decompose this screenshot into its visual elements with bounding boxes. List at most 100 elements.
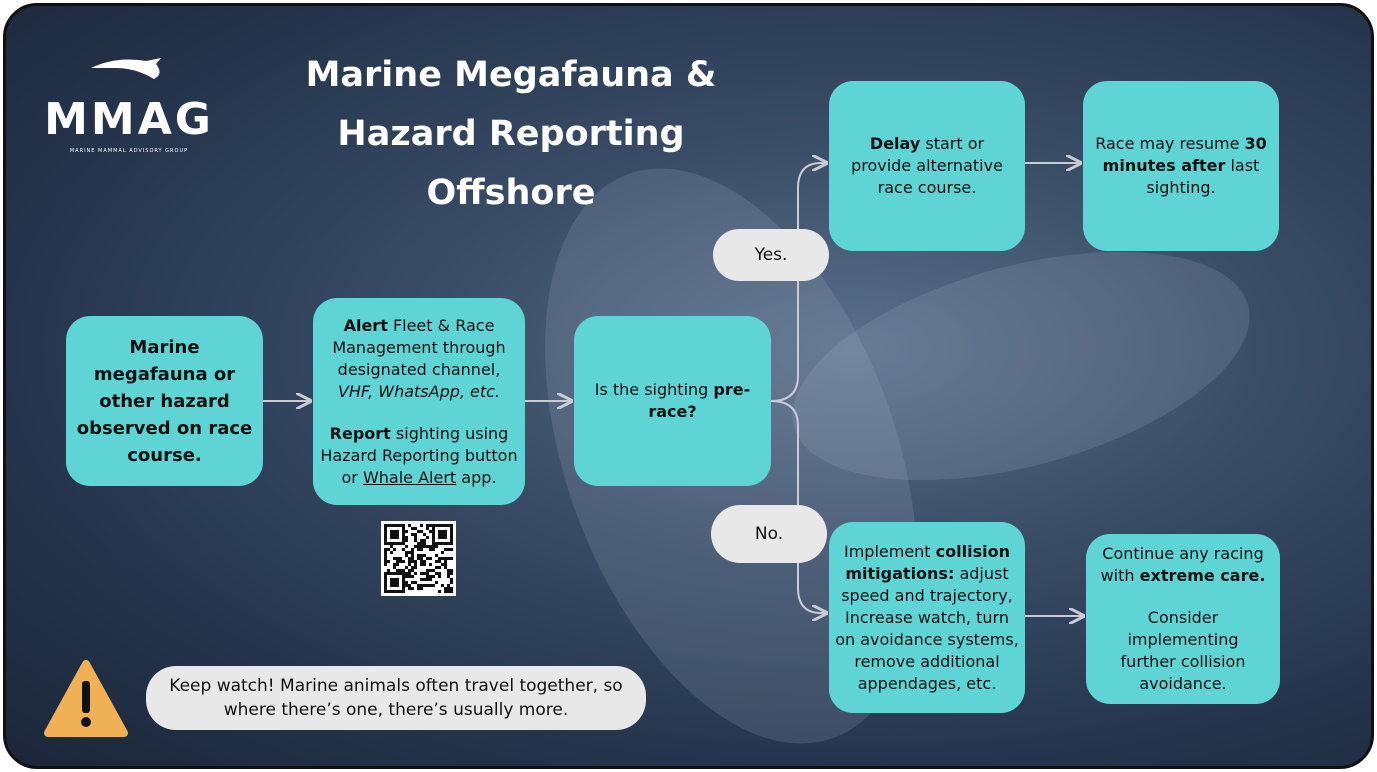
qr-module [426, 569, 429, 572]
qr-module [441, 551, 444, 554]
qr-module [423, 584, 426, 587]
qr-module [384, 533, 387, 536]
qr-module [420, 554, 423, 557]
qr-module [384, 557, 387, 560]
qr-module [450, 578, 453, 581]
qr-module [393, 578, 396, 581]
qr-module [423, 560, 426, 563]
qr-module [399, 557, 402, 560]
logo-subtitle: MARINE MAMMAL ADVISORY GROUP [34, 148, 224, 154]
qr-module [447, 590, 450, 593]
qr-module [414, 545, 417, 548]
qr-module [444, 536, 447, 539]
qr-module [384, 563, 387, 566]
qr-module [447, 548, 450, 551]
qr-module [384, 584, 387, 587]
qr-module [435, 581, 438, 584]
qr-module [393, 542, 396, 545]
text-span: extreme care. [1140, 566, 1266, 585]
qr-module [447, 575, 450, 578]
qr-module [393, 590, 396, 593]
qr-module [402, 569, 405, 572]
qr-module [393, 566, 396, 569]
qr-module [393, 584, 396, 587]
qr-module [414, 581, 417, 584]
qr-module [411, 560, 414, 563]
qr-module [438, 566, 441, 569]
qr-module [402, 539, 405, 542]
qr-module [393, 533, 396, 536]
qr-module [438, 536, 441, 539]
qr-module [387, 569, 390, 572]
qr-module [432, 530, 435, 533]
qr-module [417, 557, 420, 560]
qr-module [435, 554, 438, 557]
qr-module [420, 572, 423, 575]
qr-module [444, 548, 447, 551]
paragraph: Marine megafauna or other hazard observe… [74, 334, 255, 469]
qr-module [432, 524, 435, 527]
qr-module [402, 575, 405, 578]
qr-module [432, 539, 435, 542]
qr-module [387, 542, 390, 545]
qr-module [411, 566, 414, 569]
qr-module [411, 575, 414, 578]
qr-module [399, 542, 402, 545]
qr-module [420, 545, 423, 548]
qr-module [450, 569, 453, 572]
logo: MMAG [34, 94, 224, 145]
qr-module [387, 572, 390, 575]
qr-module [396, 524, 399, 527]
paragraph: Continue any racing with extreme care. [1100, 543, 1266, 587]
qr-module [396, 533, 399, 536]
qr-module [387, 524, 390, 527]
qr-module [420, 539, 423, 542]
qr-module [384, 554, 387, 557]
paragraph: Is the sighting pre-race? [584, 379, 761, 423]
qr-module [402, 587, 405, 590]
qr-module [441, 536, 444, 539]
qr-module [396, 542, 399, 545]
qr-module [408, 569, 411, 572]
qr-module [432, 536, 435, 539]
qr-module [393, 524, 396, 527]
text-span: Marine megafauna or other hazard observe… [77, 337, 253, 466]
decision-node: Is the sighting pre-race? [574, 316, 771, 486]
qr-module [426, 536, 429, 539]
qr-module [435, 572, 438, 575]
qr-module [429, 569, 432, 572]
qr-module [408, 560, 411, 563]
qr-module [390, 590, 393, 593]
qr-module [417, 554, 420, 557]
qr-module [402, 542, 405, 545]
qr-module [390, 572, 393, 575]
qr-module [384, 551, 387, 554]
qr-module [438, 542, 441, 545]
qr-module [423, 578, 426, 581]
qr-module [396, 581, 399, 584]
qr-module [414, 539, 417, 542]
qr-module [390, 581, 393, 584]
qr-module [450, 536, 453, 539]
qr-module [435, 566, 438, 569]
qr-module [396, 530, 399, 533]
qr-module [408, 551, 411, 554]
qr-module [432, 569, 435, 572]
qr-module [429, 545, 432, 548]
qr-module [444, 563, 447, 566]
qr-module [414, 572, 417, 575]
qr-module [450, 581, 453, 584]
qr-module [417, 542, 420, 545]
qr-module [447, 572, 450, 575]
qr-module [423, 572, 426, 575]
qr-module [399, 560, 402, 563]
text-span: Whale Alert [363, 468, 456, 487]
qr-module [444, 542, 447, 545]
paragraph: Consider implementing further collision … [1100, 607, 1266, 695]
qr-module [426, 578, 429, 581]
qr-module [414, 563, 417, 566]
qr-module [426, 572, 429, 575]
qr-module [393, 572, 396, 575]
qr-module [384, 581, 387, 584]
qr-module [408, 563, 411, 566]
